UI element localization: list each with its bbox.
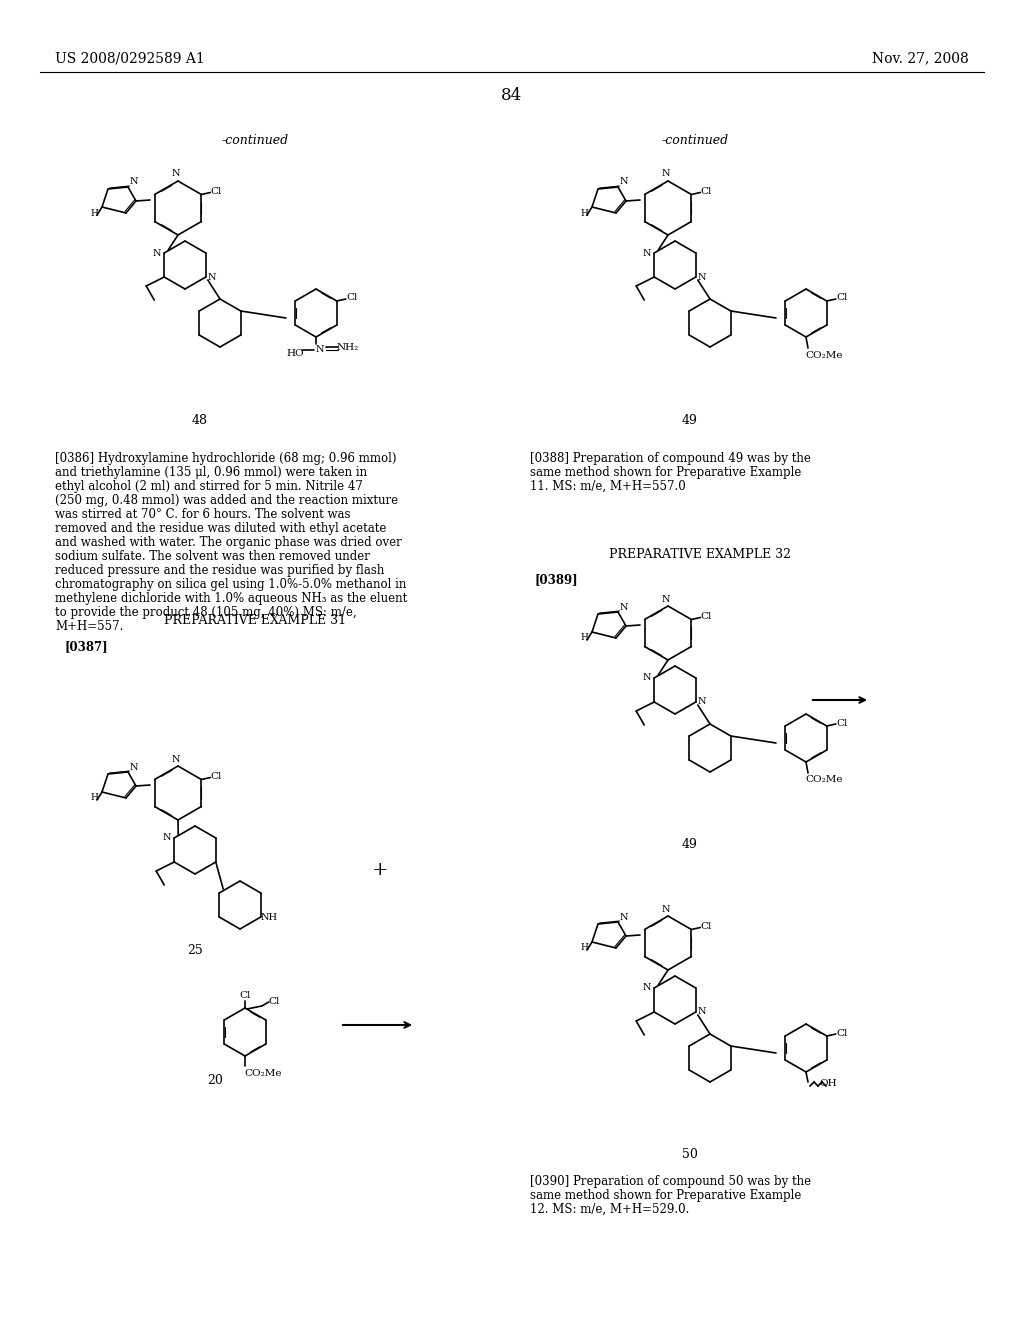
Text: CO₂Me: CO₂Me [245,1069,282,1078]
Text: [0386] Hydroxylamine hydrochloride (68 mg; 0.96 mmol): [0386] Hydroxylamine hydrochloride (68 m… [55,451,396,465]
Text: [0387]: [0387] [65,640,109,653]
Text: N: N [315,346,325,355]
Text: N: N [163,833,171,842]
Text: N: N [643,248,651,257]
Text: N: N [643,673,651,682]
Text: 50: 50 [682,1148,698,1162]
Text: to provide the product 48 (105 mg, 40%) MS: m/e,: to provide the product 48 (105 mg, 40%) … [55,606,356,619]
Text: Cl: Cl [211,187,222,195]
Text: H: H [90,793,98,803]
Text: -continued: -continued [221,133,289,147]
Text: PREPARATIVE EXAMPLE 32: PREPARATIVE EXAMPLE 32 [609,548,791,561]
Text: N: N [172,755,180,763]
Text: was stirred at 70° C. for 6 hours. The solvent was: was stirred at 70° C. for 6 hours. The s… [55,508,350,521]
Text: Cl: Cl [346,293,357,302]
Text: 84: 84 [502,87,522,103]
Text: N: N [208,272,216,281]
Text: CO₂Me: CO₂Me [805,776,843,784]
Text: N: N [130,763,138,771]
Text: [0390] Preparation of compound 50 was by the: [0390] Preparation of compound 50 was by… [530,1175,811,1188]
Text: same method shown for Preparative Example: same method shown for Preparative Exampl… [530,466,802,479]
Text: Cl: Cl [837,1028,848,1038]
Text: sodium sulfate. The solvent was then removed under: sodium sulfate. The solvent was then rem… [55,550,370,564]
Text: N: N [662,594,671,603]
Text: N: N [697,272,706,281]
Text: chromatography on silica gel using 1.0%-5.0% methanol in: chromatography on silica gel using 1.0%-… [55,578,407,591]
Text: Cl: Cl [700,612,712,620]
Text: ethyl alcohol (2 ml) and stirred for 5 min. Nitrile 47: ethyl alcohol (2 ml) and stirred for 5 m… [55,480,362,492]
Text: US 2008/0292589 A1: US 2008/0292589 A1 [55,51,205,65]
Text: Cl: Cl [837,293,848,302]
Text: N: N [130,177,138,186]
Text: Nov. 27, 2008: Nov. 27, 2008 [872,51,969,65]
Text: H: H [580,634,588,643]
Text: 12. MS: m/e, M+H=529.0.: 12. MS: m/e, M+H=529.0. [530,1203,689,1216]
Text: [0388] Preparation of compound 49 was by the: [0388] Preparation of compound 49 was by… [530,451,811,465]
Text: Cl: Cl [240,990,251,999]
Text: N: N [620,602,629,611]
Text: 20: 20 [207,1073,223,1086]
Text: H: H [580,209,588,218]
Text: N: N [620,177,629,186]
Text: H: H [580,944,588,953]
Text: 49: 49 [682,838,698,851]
Text: N: N [172,169,180,178]
Text: PREPARATIVE EXAMPLE 31: PREPARATIVE EXAMPLE 31 [164,614,346,627]
Text: same method shown for Preparative Example: same method shown for Preparative Exampl… [530,1189,802,1203]
Text: [0389]: [0389] [535,573,579,586]
Text: Cl: Cl [837,718,848,727]
Text: methylene dichloride with 1.0% aqueous NH₃ as the eluent: methylene dichloride with 1.0% aqueous N… [55,591,408,605]
Text: CO₂Me: CO₂Me [805,351,843,359]
Text: 48: 48 [193,413,208,426]
Text: and washed with water. The organic phase was dried over: and washed with water. The organic phase… [55,536,401,549]
Text: N: N [662,169,671,178]
Text: Cl: Cl [700,187,712,195]
Text: N: N [662,904,671,913]
Text: HO: HO [287,350,304,359]
Text: +: + [372,861,388,879]
Text: NH₂: NH₂ [337,342,359,351]
Text: Cl: Cl [700,921,712,931]
Text: H: H [90,209,98,218]
Text: reduced pressure and the residue was purified by flash: reduced pressure and the residue was pur… [55,564,384,577]
Text: -continued: -continued [662,133,728,147]
Text: 25: 25 [187,944,203,957]
Text: N: N [643,983,651,993]
Text: Cl: Cl [211,772,222,781]
Text: N: N [620,912,629,921]
Text: 11. MS: m/e, M+H=557.0: 11. MS: m/e, M+H=557.0 [530,480,686,492]
Text: M+H=557.: M+H=557. [55,620,123,634]
Text: Cl: Cl [268,997,280,1006]
Text: N: N [153,248,162,257]
Text: N: N [697,1007,706,1016]
Text: NH: NH [260,912,278,921]
Text: (250 mg, 0.48 mmol) was added and the reaction mixture: (250 mg, 0.48 mmol) was added and the re… [55,494,398,507]
Text: 49: 49 [682,413,698,426]
Text: removed and the residue was diluted with ethyl acetate: removed and the residue was diluted with… [55,521,386,535]
Text: OH: OH [819,1080,837,1089]
Text: N: N [697,697,706,706]
Text: and triethylamine (135 μl, 0.96 mmol) were taken in: and triethylamine (135 μl, 0.96 mmol) we… [55,466,368,479]
